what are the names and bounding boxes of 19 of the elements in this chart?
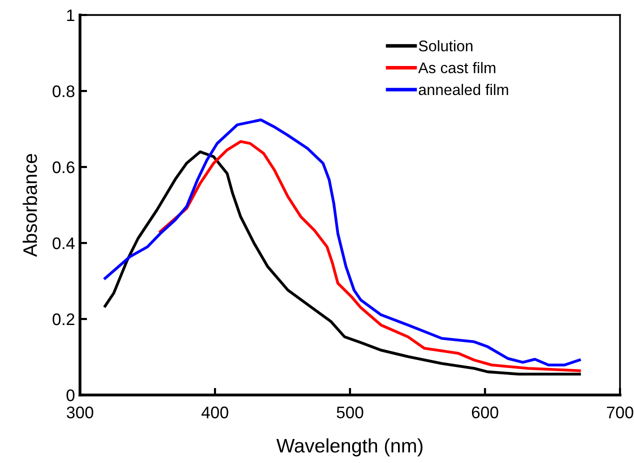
line-series [158,140,581,372]
line-series [104,150,581,376]
x-tick-label: 400 [201,406,228,418]
y-tick-label: 0 [66,389,74,402]
y-tick-label: 0.2 [52,313,74,326]
x-axis-title: Wavelength (nm) [276,438,422,456]
y-tick-label: 0.8 [52,85,74,98]
y-tick-label: 0.6 [52,161,74,174]
line-series [104,118,581,366]
y-axis-title: Absorbance [22,154,38,257]
y-tick-label: 1 [67,10,74,22]
x-tick-label: 300 [66,406,94,418]
x-tick-label: 600 [472,406,498,418]
x-tick-label: 700 [606,406,634,418]
legend-label: As cast film [418,62,496,74]
y-tick-label: 0.4 [52,237,75,250]
legend-label: annealed film [418,84,508,96]
legend-label: Solution [418,40,472,52]
x-tick-label: 500 [336,406,364,418]
